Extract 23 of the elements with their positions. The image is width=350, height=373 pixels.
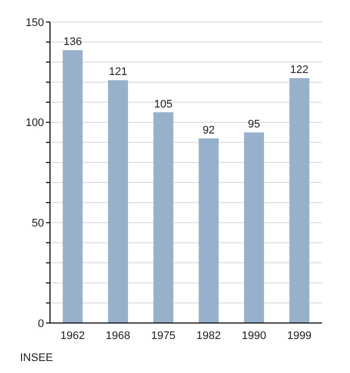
data-label: 105	[154, 98, 173, 110]
bar	[289, 78, 310, 323]
y-tick-label: 0	[38, 318, 44, 330]
bar	[108, 80, 128, 323]
data-label: 136	[64, 36, 82, 48]
y-tick-label: 50	[32, 218, 44, 230]
bar	[198, 138, 219, 323]
bar	[62, 50, 83, 323]
x-tick-label: 1982	[196, 330, 221, 342]
x-tick-label: 1975	[151, 330, 176, 342]
data-label: 122	[290, 64, 309, 76]
x-tick-label: 1999	[287, 330, 312, 342]
text: INSEE	[20, 352, 54, 364]
x-tick-label: 1990	[242, 330, 266, 342]
bar	[153, 112, 174, 323]
x-tick-label: 1962	[60, 330, 85, 342]
bar	[244, 132, 264, 323]
data-label: 95	[248, 118, 260, 130]
y-tick-label: 100	[26, 117, 44, 130]
data-label: 121	[108, 66, 128, 78]
x-tick-label: 1968	[106, 330, 130, 342]
data-label: 92	[202, 124, 215, 136]
y-tick-label: 150	[26, 16, 44, 29]
